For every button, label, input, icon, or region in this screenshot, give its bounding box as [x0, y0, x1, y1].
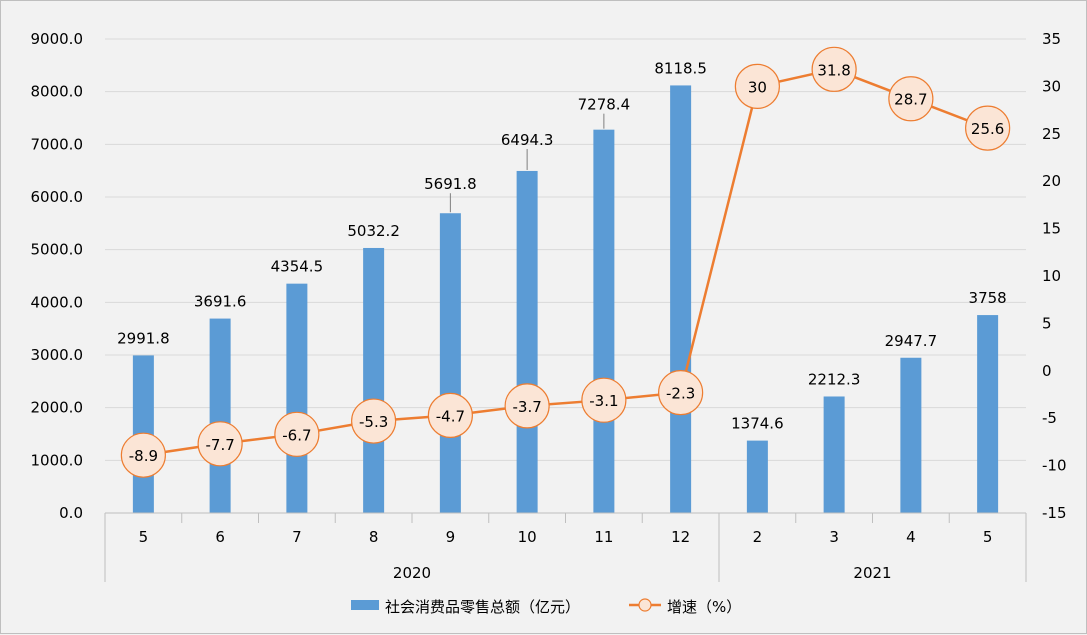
growth-marker	[965, 105, 1011, 151]
bar	[286, 283, 308, 513]
bar-data-label: 6494.3	[501, 131, 554, 149]
bar-data-label: 2212.3	[808, 370, 861, 388]
bar	[977, 315, 999, 513]
bar-data-label: 1374.6	[731, 415, 784, 433]
growth-data-label: -7.7	[205, 436, 234, 454]
y-right-tick-label: 15	[1042, 220, 1061, 238]
growth-data-label: -4.7	[436, 407, 465, 425]
bar-data-label: 2947.7	[885, 332, 938, 350]
growth-marker	[120, 432, 166, 478]
bar	[670, 85, 692, 514]
y-right-tick-label: -10	[1042, 457, 1067, 475]
bar-data-label: 4354.5	[271, 258, 324, 276]
y-right-tick-label: 25	[1042, 125, 1061, 143]
x-category-label: 2	[753, 528, 763, 546]
bar-series	[132, 85, 999, 514]
x-category-label: 10	[518, 528, 537, 546]
growth-data-label: -2.3	[666, 385, 695, 403]
bar-data-label: 2991.8	[117, 329, 170, 347]
x-category-label: 5	[139, 528, 149, 546]
bar	[746, 440, 768, 513]
bar	[439, 213, 461, 513]
growth-marker	[274, 411, 320, 457]
y-left-tick-label: 8000.0	[31, 83, 84, 101]
legend-swatch-bar	[351, 600, 379, 610]
y-left-tick-label: 1000.0	[31, 451, 84, 469]
growth-marker	[811, 46, 857, 92]
bar-data-label: 3691.6	[194, 293, 247, 311]
x-category-label: 4	[906, 528, 916, 546]
bar-data-labels: 2991.8 3691.6 4354.5 5032.2 5691.8 6494.3 7278…	[117, 59, 1007, 432]
x-group-label: 2021	[853, 564, 891, 582]
x-category-label: 5	[983, 528, 993, 546]
bar-data-label: 5691.8	[424, 175, 477, 193]
x-category-label: 12	[671, 528, 690, 546]
y-right-tick-label: 0	[1042, 362, 1052, 380]
growth-marker	[888, 76, 934, 122]
y-right-tick-label: 35	[1042, 30, 1061, 48]
growth-marker	[504, 383, 550, 429]
growth-data-label: -3.1	[589, 392, 618, 410]
x-category-label: 11	[594, 528, 613, 546]
bar-data-label: 7278.4	[578, 96, 631, 114]
y-left-tick-label: 2000.0	[31, 399, 84, 417]
growth-data-label: 30	[748, 78, 767, 96]
y-left-tick-label: 4000.0	[31, 293, 84, 311]
legend-label-bar: 社会消费品零售总额（亿元）	[385, 598, 580, 616]
x-category-label: 6	[215, 528, 225, 546]
y-right-tick-label: 5	[1042, 314, 1052, 332]
growth-marker	[197, 421, 243, 467]
x-category-label: 9	[446, 528, 456, 546]
bar-data-label: 8118.5	[654, 59, 707, 77]
bar	[823, 396, 845, 513]
gridlines	[105, 38, 1026, 461]
y-left-tick-label: 0.0	[59, 504, 83, 522]
growth-data-label: 31.8	[817, 61, 850, 79]
y-right-tick-label: -5	[1042, 409, 1057, 427]
legend: 社会消费品零售总额（亿元） 增速（%）	[351, 598, 741, 616]
y-right-tick-label: 10	[1042, 267, 1061, 285]
y-right-tick-label: 20	[1042, 172, 1061, 190]
growth-data-label: 25.6	[971, 120, 1004, 138]
y-left-tick-label: 9000.0	[31, 30, 84, 48]
growth-marker	[734, 63, 780, 110]
growth-data-label: -5.3	[359, 413, 388, 431]
growth-marker	[658, 370, 704, 416]
x-category-label: 7	[292, 528, 302, 546]
y-left-tick-label: 7000.0	[31, 135, 84, 153]
bar	[209, 318, 231, 513]
axes: 0.0 1000.0 2000.0 3000.0 4000.0 5000.0 6000.0 7…	[31, 30, 1067, 582]
bar	[363, 247, 385, 513]
growth-data-label: -8.9	[129, 447, 158, 465]
growth-data-label: 28.7	[894, 91, 927, 109]
bar	[900, 357, 922, 513]
growth-data-label: -3.7	[512, 398, 541, 416]
line-series: -8.9 -7.7 -6.7 -5.3 -4.7 -3.7 -3.1 -2.3 30 31.8 28…	[120, 46, 1011, 478]
growth-marker	[581, 377, 627, 423]
bar	[516, 170, 538, 514]
x-category-label: 3	[829, 528, 839, 546]
growth-marker	[427, 392, 473, 438]
y-left-tick-label: 6000.0	[31, 188, 84, 206]
leader-lines	[449, 113, 605, 213]
bar-data-label: 3758	[969, 289, 1007, 307]
bar	[593, 129, 615, 513]
x-category-label: 8	[369, 528, 379, 546]
growth-data-label: -6.7	[282, 426, 311, 444]
y-right-tick-label: 30	[1042, 77, 1061, 95]
bar-data-label: 5032.2	[347, 222, 400, 240]
y-left-tick-label: 3000.0	[31, 346, 84, 364]
y-right-tick-label: -15	[1042, 504, 1067, 522]
legend-swatch-marker	[638, 598, 652, 612]
y-left-tick-label: 5000.0	[31, 241, 84, 259]
legend-label-line: 增速（%）	[667, 598, 741, 616]
x-group-label: 2020	[393, 564, 431, 582]
growth-marker	[351, 398, 397, 444]
